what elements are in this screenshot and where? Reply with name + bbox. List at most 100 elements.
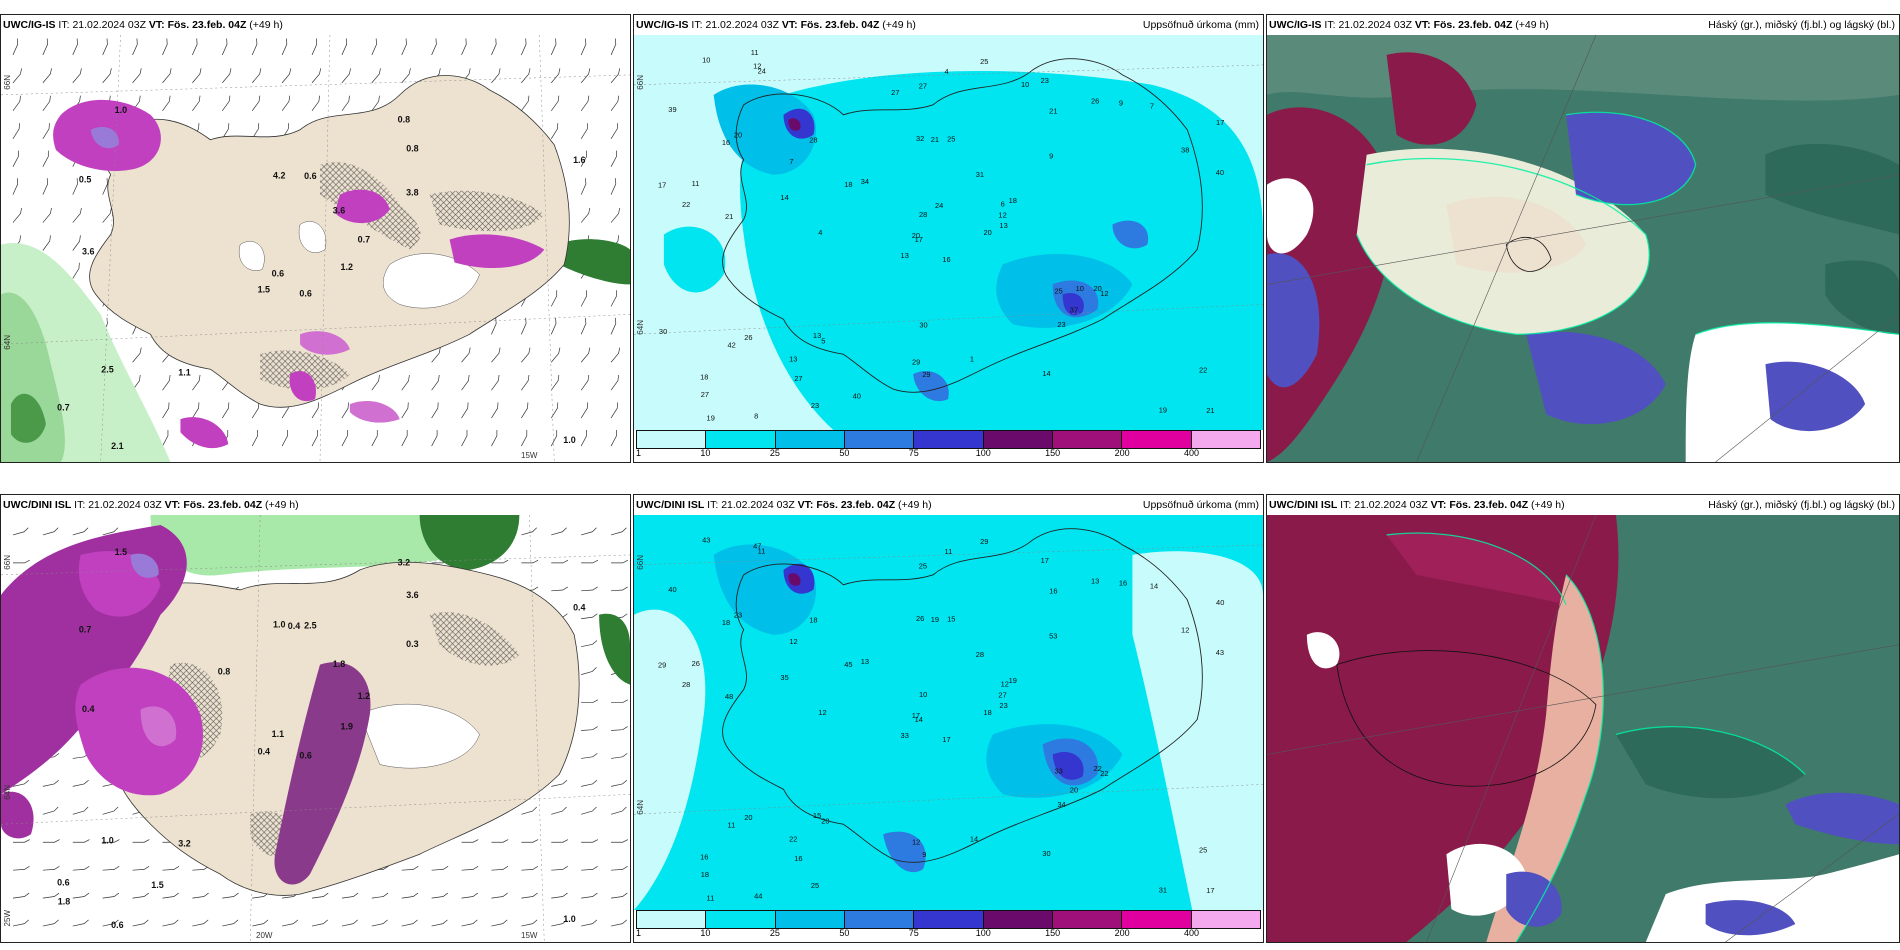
precip-legend: 1 10 25 50 75 100 150 200 400: [634, 910, 1263, 942]
model-name: UWC/DINI ISL: [1269, 499, 1338, 511]
map-value-label: 18: [700, 372, 708, 381]
wind-barb: [611, 726, 628, 731]
map-value-label: 11: [692, 179, 700, 188]
legend-swatches: [636, 910, 1261, 929]
wind-barb: [311, 919, 329, 927]
map-value-label: 19: [1159, 405, 1167, 414]
wind-barb: [12, 527, 29, 536]
wind-barb: [132, 839, 150, 843]
map-value-label: 14: [915, 715, 923, 724]
lead-time: (+49 h): [265, 499, 299, 511]
wind-barb: [341, 402, 349, 419]
wind-barb: [610, 779, 628, 787]
map-value-label: 0.8: [398, 114, 410, 124]
wind-barb: [42, 892, 60, 899]
wind-barb: [431, 429, 438, 447]
map-value-label: 29: [980, 537, 988, 546]
map-value-label: 32: [916, 134, 924, 143]
init-time: 21.02.2024 03Z: [705, 19, 779, 31]
wind-barb: [521, 527, 537, 536]
wind-barb: [521, 95, 530, 112]
map-value-label: 40: [853, 391, 861, 400]
wind-barb: [42, 235, 51, 251]
legend-tick-label: 50: [839, 928, 850, 938]
init-time: 21.02.2024 03Z: [88, 499, 162, 511]
wind-barb: [102, 68, 112, 84]
wind-barb: [102, 892, 120, 899]
map-value-label: 4.2: [273, 170, 285, 180]
field-name: Uppsöfnuð úrkoma (mm): [1142, 19, 1259, 31]
wind-barb: [371, 429, 378, 447]
map-value-label: 35: [780, 673, 788, 682]
map-value-label: 38: [1181, 146, 1189, 155]
lon-label: 20W: [256, 931, 273, 940]
panel-igis-precip: UWC/IG-IS IT: 21.02.2024 03Z VT: Fös. 23…: [633, 14, 1264, 463]
wind-barb: [551, 527, 567, 536]
lead-time: (+49 h): [1531, 499, 1565, 511]
wind-barb: [132, 865, 150, 871]
wind-barb: [610, 374, 620, 391]
wind-barb: [551, 559, 569, 564]
wind-barb: [282, 919, 299, 927]
wind-barb: [580, 178, 587, 195]
map-value-label: 1.5: [151, 880, 163, 890]
map-value-label: 16: [1049, 586, 1057, 595]
wind-barb: [252, 919, 269, 927]
map-value-label: 11: [751, 48, 759, 57]
wind-barb: [281, 38, 288, 56]
panel-dini-cloud: UWC/DINI ISL IT: 21.02.2024 03Z VT: Fös.…: [1266, 494, 1900, 943]
map-value-label: 1.8: [333, 659, 345, 669]
map-value-label: 27: [998, 691, 1006, 700]
wind-barb: [162, 95, 171, 112]
wind-barb: [42, 150, 49, 167]
map-value-label: 10: [1076, 284, 1084, 293]
wind-barb: [551, 779, 568, 787]
map-value-label: 13: [813, 331, 821, 340]
wind-barb: [491, 865, 509, 871]
panel-header: UWC/DINI ISL IT: 21.02.2024 03Z VT: Fös.…: [634, 495, 1263, 515]
wind-barb: [311, 95, 321, 112]
wind-barb: [192, 892, 209, 899]
wind-barb: [611, 699, 628, 703]
wind-barb: [610, 207, 621, 223]
lead-time: (+49 h): [1515, 19, 1549, 31]
legend-tick-label: 25: [769, 928, 780, 938]
map-value-label: 20: [983, 228, 991, 237]
map-value-label: 28: [682, 680, 690, 689]
legend-tick-label: 100: [975, 928, 991, 938]
wind-barb: [461, 892, 478, 899]
wind-barb: [551, 839, 569, 843]
map-value-label: 15: [947, 615, 955, 624]
wind-barb: [550, 123, 559, 139]
wind-barb: [12, 95, 21, 112]
map-value-label: 17: [942, 735, 950, 744]
wind-barb: [581, 839, 599, 843]
map-value-label: 12: [912, 837, 920, 846]
lat-label: 66N: [636, 555, 645, 570]
map-value-label: 31: [976, 170, 984, 179]
map-value-label: 18: [722, 618, 730, 627]
map-value-label: 21: [725, 212, 733, 221]
valid-time: Fös. 23.feb. 04Z: [183, 499, 263, 511]
wind-barb: [461, 429, 468, 447]
wind-barb: [550, 317, 557, 335]
map-value-label: 29: [922, 370, 930, 379]
wind-barb: [72, 779, 89, 787]
wind-barb: [42, 38, 48, 56]
wind-barb: [132, 892, 149, 899]
panel-igis-snow: UWC/IG-IS IT: 21.02.2024 03Z VT: Fös. 23…: [0, 14, 631, 463]
wind-barb: [341, 892, 359, 899]
wind-barb: [251, 95, 261, 112]
lat-label: 64N: [636, 320, 645, 335]
map-value-label: 1.0: [563, 435, 575, 445]
wind-barb: [610, 429, 617, 447]
legend-swatch: [844, 431, 915, 448]
wind-barb: [12, 865, 30, 871]
map-value-label: 27: [701, 390, 709, 399]
map-value-label: 9: [1119, 98, 1123, 107]
valid-time: Fös. 23.feb. 04Z: [1433, 19, 1513, 31]
wind-barb: [550, 68, 561, 84]
map-value-label: 19: [1009, 676, 1017, 685]
wind-barb: [222, 95, 231, 112]
wind-barb: [251, 402, 260, 419]
